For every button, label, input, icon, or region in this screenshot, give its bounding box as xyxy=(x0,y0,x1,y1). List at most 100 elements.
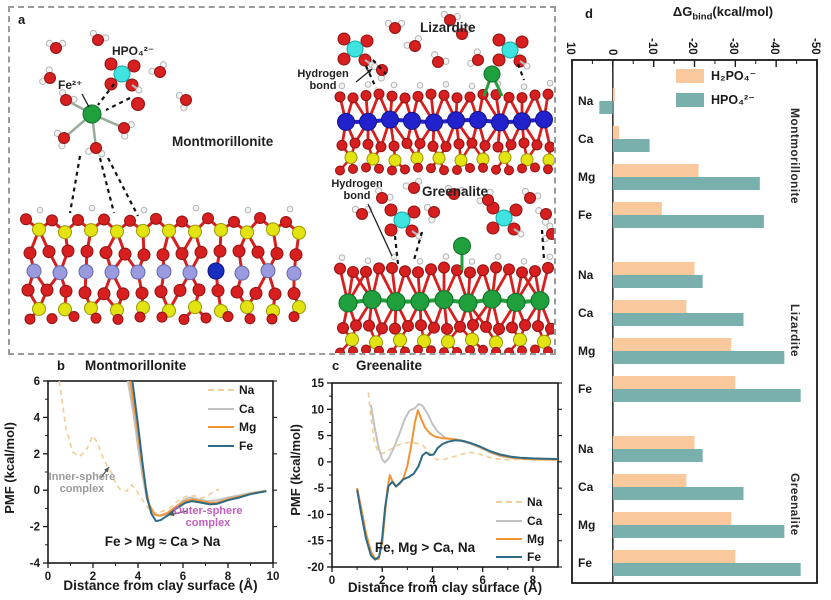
outer-sphere-annotation: Outer-sphere complex xyxy=(173,505,243,530)
hydrogen-bond-label-lizardite: Hydrogen bond xyxy=(297,68,349,93)
legend-line-fe xyxy=(496,556,522,558)
ion-label: Ca xyxy=(578,132,594,146)
y-tick-label: 15 xyxy=(311,378,324,390)
delta-g-subscript: bind xyxy=(692,11,713,23)
x-tick-label: 0 xyxy=(45,571,51,583)
x-tick-label: -20 xyxy=(686,38,698,55)
legend-item-ca: Ca xyxy=(208,402,254,416)
panel-b-pmf-montmorillonite-chart: 0 2 4 6 8 10 6 4 2 0 -2 -4 b Montmorillonite PMF (k… xyxy=(0,358,300,600)
legend-label-h2po4: H₂PO₄⁻ xyxy=(711,69,757,83)
fe-ion-label: Fe²⁺ xyxy=(58,78,83,92)
greenalite-label: Greenalite xyxy=(422,184,489,199)
hydrogen-bond-label-greenalite: Hydrogen bond xyxy=(331,178,383,203)
x-tick-label: 6 xyxy=(180,571,186,583)
panel-c-x-axis-label: Distance from clay surface (Å) xyxy=(347,580,543,595)
series-line-fe xyxy=(131,381,267,523)
bar-hpo4-greenalite-fe xyxy=(612,563,801,576)
legend-label-ca: Ca xyxy=(239,402,255,416)
legend-swatch-h2po4 xyxy=(676,68,704,83)
bar-hpo4-montmorillonite-mg xyxy=(612,177,760,190)
panel-c-title: Greenalite xyxy=(356,358,423,373)
ion-label: Na xyxy=(578,94,594,108)
ion-label: Fe xyxy=(578,382,592,396)
ion-label: Na xyxy=(578,268,594,282)
ion-label: Na xyxy=(578,442,594,456)
bar-h2po4-lizardite-ca xyxy=(612,300,687,313)
pmf-montmorillonite-plot: 0 2 4 6 8 10 6 4 2 0 -2 -4 xyxy=(30,376,280,583)
bar-h2po4-greenalite-ca xyxy=(612,474,687,487)
legend-swatch-hpo4 xyxy=(676,92,704,107)
y-tick-label: -2 xyxy=(30,522,40,534)
x-tick-label: 10 xyxy=(267,571,280,583)
bar-hpo4-greenalite-mg xyxy=(612,525,785,538)
delta-g-units: (kcal/mol) xyxy=(712,4,774,19)
legend-label-fe: Fe xyxy=(527,550,542,564)
legend-line-na xyxy=(208,389,234,391)
panel-d-binding-energy-chart: Na Ca Mg Fe Na Ca Mg Fe Na Ca Mg Fe d ΔGbind(kcal/m… xyxy=(560,0,831,600)
y-tick-label: 6 xyxy=(34,376,40,388)
bar-hpo4-montmorillonite-na xyxy=(599,101,613,114)
legend-label-hpo4: HPO₄²⁻ xyxy=(711,93,755,107)
affinity-order-annotation: Fe > Mg ≈ Ca > Na xyxy=(104,534,221,549)
panel-b-y-axis-label: PMF (kcal/mol) xyxy=(2,422,17,514)
y-tick-label: 10 xyxy=(311,404,324,416)
legend-item-ca: Ca xyxy=(496,514,542,528)
bar-h2po4-montmorillonite-ca xyxy=(612,126,619,139)
legend-label-na: Na xyxy=(527,495,543,509)
y-tick-label: 5 xyxy=(318,431,325,443)
x-tick-label: 4 xyxy=(135,571,142,583)
montmorillonite-label: Montmorillonite xyxy=(172,134,274,149)
hpo4-molecule-label: HPO₄²⁻ xyxy=(112,44,155,58)
series-line-na xyxy=(58,381,220,515)
lizardite-label: Lizardite xyxy=(420,20,476,35)
panel-c-y-axis-label: PMF (kcal/mol) xyxy=(288,424,303,516)
legend-label-mg: Mg xyxy=(527,532,545,546)
bar-hpo4-montmorillonite-fe xyxy=(612,215,764,228)
panel-b-label: b xyxy=(57,358,65,373)
pmf-greenalite-plot: 0 2 4 6 8 15 10 5 0 -5 -10 -15 -20 xyxy=(307,378,562,587)
legend-item-fe: Fe xyxy=(496,550,541,564)
ion-label: Fe xyxy=(578,208,592,222)
x-tick-label: -50 xyxy=(809,38,821,55)
bar-h2po4-greenalite-fe xyxy=(612,550,736,563)
ion-label: Ca xyxy=(578,480,594,494)
delta-g-symbol: ΔG xyxy=(672,4,693,19)
panel-d-label: d xyxy=(585,6,593,21)
bar-hpo4-lizardite-fe xyxy=(612,389,801,402)
group-label-lizardite: Lizardite xyxy=(788,304,802,357)
panel-b-title: Montmorillonite xyxy=(85,358,187,373)
x-tick-label: -30 xyxy=(727,38,739,55)
legend-item-hpo4: HPO₄²⁻ xyxy=(676,92,755,107)
x-tick-label: 8 xyxy=(225,571,232,583)
x-tick-label: 0 xyxy=(329,575,335,587)
y-tick-label: -10 xyxy=(307,509,324,521)
bar-h2po4-montmorillonite-na xyxy=(612,88,615,101)
legend-item-fe: Fe xyxy=(208,439,253,453)
legend-label-fe: Fe xyxy=(239,439,254,453)
legend-item-h2po4: H₂PO₄⁻ xyxy=(676,68,756,83)
x-tick-label: 8 xyxy=(530,575,537,587)
legend-line-na xyxy=(496,501,522,503)
bar-hpo4-lizardite-ca xyxy=(612,313,744,326)
y-tick-label: -20 xyxy=(307,562,324,574)
bar-hpo4-lizardite-mg xyxy=(612,351,785,364)
panel-b-x-axis-label: Distance from clay surface (Å) xyxy=(63,578,258,593)
legend-label-mg: Mg xyxy=(239,420,257,434)
y-tick-label: -5 xyxy=(314,483,325,495)
panel-a-molecular-structures: a HPO₄²⁻ Fe²⁺ Montmorillonite Lizardite … xyxy=(8,6,556,355)
x-tick-label: 4 xyxy=(429,575,436,587)
panel-c-label: c xyxy=(332,358,340,373)
legend-item-mg: Mg xyxy=(496,532,544,546)
inner-sphere-annotation: Inner-sphere complex xyxy=(48,471,116,496)
bar-hpo4-greenalite-ca xyxy=(612,487,744,500)
ion-label: Mg xyxy=(578,344,595,358)
bar-h2po4-lizardite-fe xyxy=(612,376,736,389)
series-line-fe xyxy=(356,439,558,561)
panel-a-label: a xyxy=(18,12,26,27)
ion-label: Mg xyxy=(578,170,595,184)
bar-h2po4-lizardite-mg xyxy=(612,338,732,351)
molecular-structure-illustration xyxy=(20,10,554,353)
group-label-montmorillonite: Montmorillonite xyxy=(788,108,802,204)
legend-line-fe xyxy=(208,445,234,447)
ion-label: Mg xyxy=(578,518,595,532)
